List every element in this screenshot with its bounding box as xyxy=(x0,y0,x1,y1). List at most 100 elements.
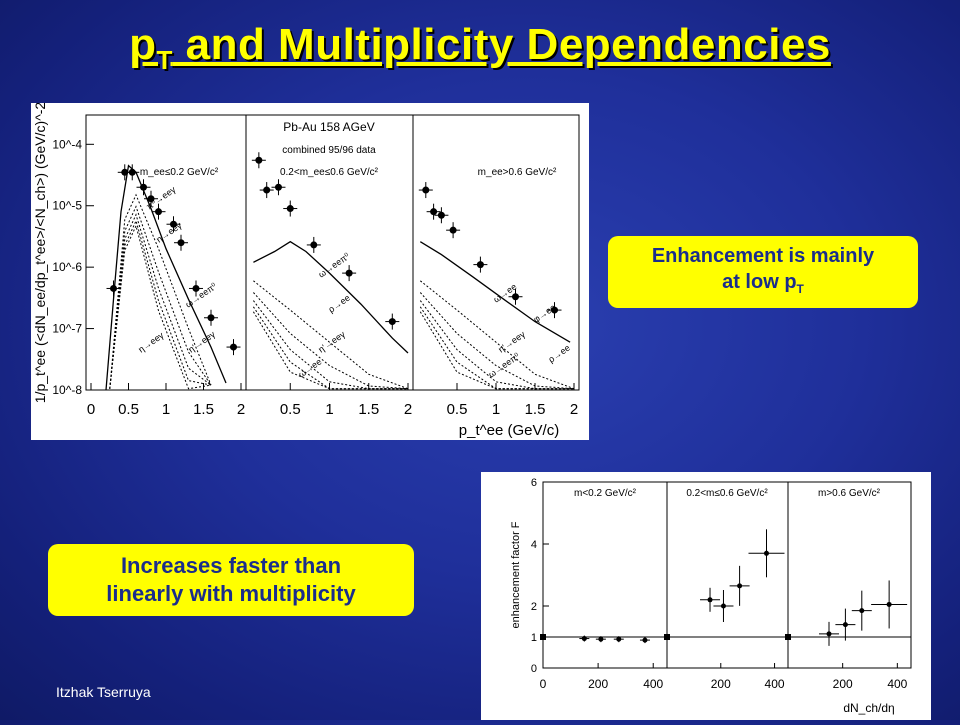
plot1-data-point xyxy=(476,261,484,269)
enhancement-callout-line1: Enhancement is mainly xyxy=(651,244,875,267)
plot1-data-point xyxy=(140,183,147,191)
plot1-data-point xyxy=(422,186,430,194)
plot2-data-point xyxy=(616,636,622,642)
plot1-data-point xyxy=(449,226,457,234)
plot1-xtick-label: 2 xyxy=(237,401,245,418)
plot1-xtick-label: 1.5 xyxy=(193,401,214,418)
plot1-data-point xyxy=(286,205,294,213)
plot1-cocktail-curve xyxy=(109,213,212,389)
plot1-data-point xyxy=(121,168,129,176)
plot2-xtick-label: 200 xyxy=(833,677,853,691)
plot1-curve-label: η'→eeγ xyxy=(316,329,347,355)
multiplicity-callout-line2: linearly with multiplicity xyxy=(106,581,356,606)
plot2-data-point xyxy=(581,636,587,642)
plot1-xtick-label: 1 xyxy=(325,401,333,418)
plot1-ytick-label: 10^-4 xyxy=(52,137,82,151)
plot1-data-point xyxy=(110,284,117,292)
plot1-ytick-label: 10^-8 xyxy=(52,383,82,397)
plot1-cocktail-curve xyxy=(109,205,212,389)
plot1-xlabel: p_t^ee (GeV/c) xyxy=(459,422,559,439)
plot1-xtick-label: 2 xyxy=(404,401,412,418)
plot1-panel2-label: 0.2<m_ee≤0.6 GeV/c² xyxy=(280,167,379,178)
plot1-frame xyxy=(85,114,580,391)
plot1-curve-label: ω→ee xyxy=(296,357,323,380)
plot1-data-point xyxy=(230,343,237,351)
multiplicity-callout-line1: Increases faster than xyxy=(120,553,342,578)
plot2-data-point xyxy=(842,622,848,628)
plot1-curve-label: η'→eeγ xyxy=(496,329,527,355)
plot1-data-point xyxy=(177,239,185,247)
plot2-ytick-label: 1 xyxy=(531,632,537,644)
plot1-data-point xyxy=(155,208,162,216)
plot1-total-curve xyxy=(253,240,409,354)
plot1-xtick-label: 0.5 xyxy=(118,401,139,418)
plot1-data-point xyxy=(310,241,318,249)
plot2-data-point xyxy=(707,597,713,603)
plot1-ylabel: 1/p_t^ee (<dN_ee/dp_t^ee>/<N_ch>) (GeV/c… xyxy=(32,103,48,403)
plot1-xtick-label: 1 xyxy=(492,401,500,418)
plot1-ytick-label: 10^-7 xyxy=(52,322,82,336)
plot2-data-point xyxy=(886,601,892,607)
plot2-ytick-label: 0 xyxy=(531,663,537,675)
plot1-panel1-label: m_ee≤0.2 GeV/c² xyxy=(140,167,219,178)
plot1-xtick-label: 1.5 xyxy=(525,401,546,418)
plot1-ytick-label: 10^-6 xyxy=(52,260,82,274)
plot1-data-point xyxy=(170,220,177,228)
plot2-xtick-label: 0 xyxy=(540,677,547,691)
plot1-header-1: Pb-Au 158 AGeV xyxy=(283,120,374,134)
plot2-xtick-label: 400 xyxy=(643,677,663,691)
plot2-xtick-label: 200 xyxy=(588,677,608,691)
plot1-xtick-label: 1 xyxy=(162,401,170,418)
plot1-ytick-label: 10^-5 xyxy=(52,199,82,213)
plot1-xtick-label: 0.5 xyxy=(280,401,301,418)
plot1-data-point xyxy=(147,195,155,203)
plot1-cocktail-curve xyxy=(109,193,212,389)
plot2-ytick-label: 4 xyxy=(531,539,537,551)
title-rest: and Multiplicity Dependencies xyxy=(172,20,831,69)
pt-spectra-figure: 10^-4 10^-5 10^-6 10^-7 10^-8 1/p_t^ee (<dN_e… xyxy=(31,102,589,440)
plot2-data-point xyxy=(763,550,769,556)
plot2-panel2-label: 0.2<m≤0.6 GeV/c² xyxy=(686,488,768,499)
plot1-cocktail-curve xyxy=(252,311,408,390)
plot1-data-point xyxy=(345,269,353,277)
plot1-cocktail-curve xyxy=(109,224,212,390)
plot1-data-point xyxy=(512,293,519,301)
plot1-total-curve xyxy=(419,241,571,343)
plot2-data-point xyxy=(642,637,648,643)
plot1-xtick-label: 0 xyxy=(87,401,95,418)
plot1-cocktail-curve xyxy=(419,311,574,390)
plot2-edge-marker xyxy=(785,634,791,640)
plot2-data-point xyxy=(598,636,604,642)
plot1-data-point xyxy=(128,168,136,176)
plot2-panel1-label: m<0.2 GeV/c² xyxy=(574,488,637,499)
title-main: p xyxy=(129,20,157,69)
enhancement-callout: Enhancement is mainly at low pT xyxy=(608,236,918,308)
plot1-data-point xyxy=(551,306,558,314)
plot1-curve-label: ρ→ee xyxy=(546,343,572,365)
plot1-data-point xyxy=(255,156,263,164)
plot2-xtick-label: 400 xyxy=(765,677,785,691)
plot1-data-point xyxy=(192,284,200,292)
plot2-data-point xyxy=(720,603,726,609)
plot1-data-point xyxy=(274,183,282,191)
plot1-data-point xyxy=(437,211,445,219)
enhancement-svg: 0 1 2 4 6 enhancement factor F 0 200 400 200 400 20… xyxy=(510,477,912,715)
plot1-data-point xyxy=(207,314,215,322)
plot1-curve-label: ω→eeπ⁰ xyxy=(486,351,521,380)
enhancement-callout-line2: at low pT xyxy=(722,270,804,296)
plot1-panel3-label: m_ee>0.6 GeV/c² xyxy=(478,167,557,178)
plot1-curve-label: ρ→ee xyxy=(326,293,352,315)
plot2-xtick-label: 400 xyxy=(887,677,907,691)
enhancement-figure: 0 1 2 4 6 enhancement factor F 0 200 400 200 400 20… xyxy=(481,472,931,720)
plot2-ytick-label: 6 xyxy=(531,477,537,489)
plot1-curve-label: ω→eeπ⁰ xyxy=(183,281,218,310)
plot2-xtick-label: 200 xyxy=(711,677,731,691)
plot2-data-point xyxy=(859,608,865,614)
plot1-data-point xyxy=(263,186,271,194)
plot1-data-point xyxy=(388,318,396,326)
plot1-curve-label: η→eeγ xyxy=(136,330,166,355)
plot2-data-point xyxy=(826,631,832,637)
plot1-xtick-label: 0.5 xyxy=(447,401,468,418)
plot1-cocktail-curve xyxy=(419,280,575,390)
pt-spectra-svg: 10^-4 10^-5 10^-6 10^-7 10^-8 1/p_t^ee (<dN_e… xyxy=(32,102,580,439)
